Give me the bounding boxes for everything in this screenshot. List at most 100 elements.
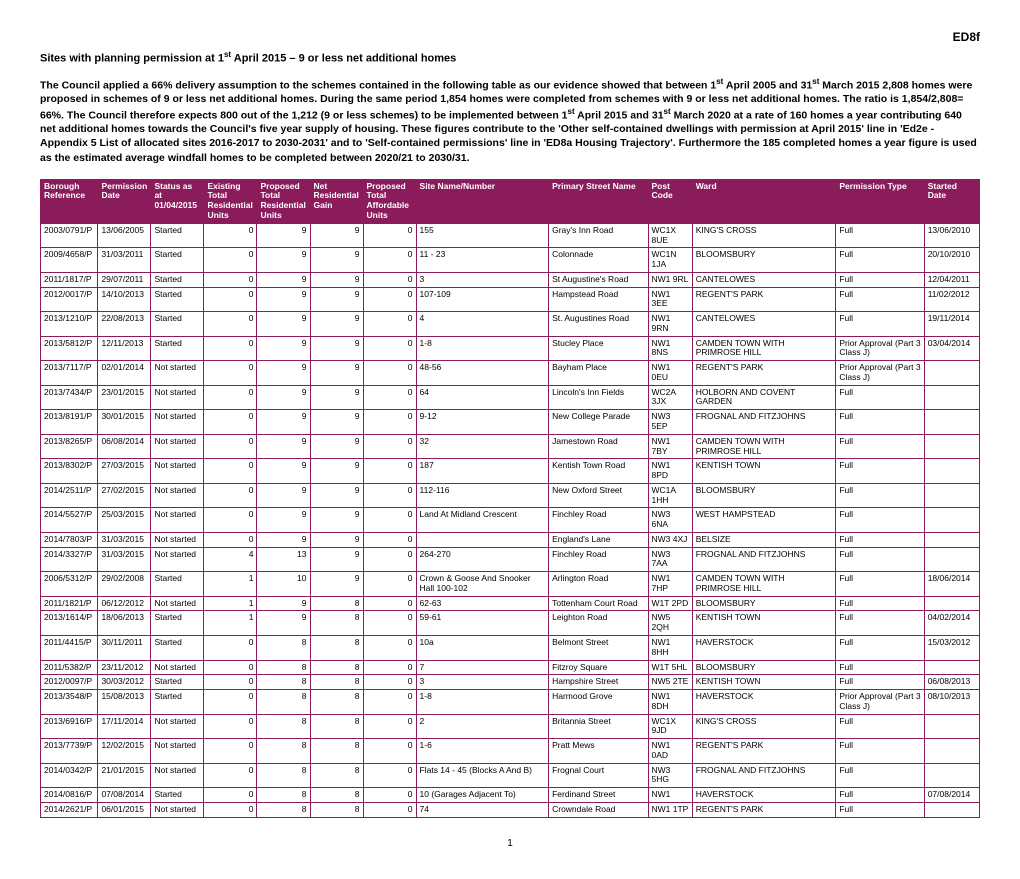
table-cell [924, 596, 979, 611]
table-cell: 2014/0342/P [41, 763, 98, 788]
table-cell: BLOOMSBURY [692, 596, 836, 611]
table-cell: Started [151, 572, 204, 597]
table-cell: 2013/7739/P [41, 739, 98, 764]
table-cell: 9-12 [416, 410, 549, 435]
table-cell: CAMDEN TOWN WITH PRIMROSE HILL [692, 434, 836, 459]
table-cell: 9 [257, 410, 310, 435]
table-cell: REGENT'S PARK [692, 287, 836, 312]
table-cell: Flats 14 - 45 (Blocks A And B) [416, 763, 549, 788]
table-cell: Full [836, 572, 924, 597]
table-cell: 31/03/2015 [98, 532, 151, 547]
table-cell: NW3 7AA [648, 547, 692, 572]
table-cell: 8 [257, 714, 310, 739]
table-cell: HOLBORN AND COVENT GARDEN [692, 385, 836, 410]
table-cell: 0 [204, 361, 257, 386]
table-cell: NW1 3EE [648, 287, 692, 312]
column-header: Primary Street Name [549, 179, 648, 223]
table-row: 2012/0097/P30/03/2012Started08803Hampshi… [41, 675, 980, 690]
table-row: 2011/1821/P06/12/2012Not started198062-6… [41, 596, 980, 611]
table-cell: 0 [363, 361, 416, 386]
table-cell [924, 763, 979, 788]
table-cell: 15/08/2013 [98, 690, 151, 715]
table-cell: 9 [310, 459, 363, 484]
table-cell: Full [836, 410, 924, 435]
table-cell: 0 [363, 611, 416, 636]
table-cell: 0 [204, 434, 257, 459]
table-row: 2013/1210/P22/08/2013Started09904St. Aug… [41, 312, 980, 337]
table-cell: 0 [363, 636, 416, 661]
table-cell: 17/11/2014 [98, 714, 151, 739]
table-cell: 9 [257, 532, 310, 547]
table-cell: 0 [204, 312, 257, 337]
table-cell: Full [836, 459, 924, 484]
table-cell: Started [151, 611, 204, 636]
table-cell: 9 [310, 287, 363, 312]
table-cell: Full [836, 675, 924, 690]
table-cell: NW1 8DH [648, 690, 692, 715]
table-cell: 29/02/2008 [98, 572, 151, 597]
table-cell: 9 [257, 361, 310, 386]
table-cell: Not started [151, 483, 204, 508]
table-cell: 0 [204, 763, 257, 788]
column-header: Permission Date [98, 179, 151, 223]
table-cell: 9 [257, 508, 310, 533]
table-cell: 9 [310, 336, 363, 361]
table-row: 2014/0816/P07/08/2014Started088010 (Gara… [41, 788, 980, 803]
table-row: 2011/1817/P29/07/2011Started09903St Augu… [41, 272, 980, 287]
table-cell: NW1 7HP [648, 572, 692, 597]
table-row: 2013/5812/P12/11/2013Started09901-8Stucl… [41, 336, 980, 361]
table-row: 2003/0791/P13/06/2005Started0990155Gray'… [41, 223, 980, 248]
table-cell: 12/02/2015 [98, 739, 151, 764]
table-cell: Gray's Inn Road [549, 223, 648, 248]
table-cell: Not started [151, 547, 204, 572]
table-row: 2012/0017/P14/10/2013Started0990107-109H… [41, 287, 980, 312]
table-cell: Not started [151, 385, 204, 410]
table-cell: 19/11/2014 [924, 312, 979, 337]
table-cell: 0 [363, 660, 416, 675]
column-header: Status as at 01/04/2015 [151, 179, 204, 223]
table-cell: 06/01/2015 [98, 802, 151, 817]
table-cell: Not started [151, 410, 204, 435]
table-cell: 0 [363, 385, 416, 410]
table-cell: 8 [310, 675, 363, 690]
table-cell: Full [836, 508, 924, 533]
table-cell: 1 [204, 596, 257, 611]
table-cell: NW1 0EU [648, 361, 692, 386]
planning-permission-table: Borough ReferencePermission DateStatus a… [40, 179, 980, 818]
table-cell: 9 [310, 312, 363, 337]
table-cell: Not started [151, 739, 204, 764]
table-cell: NW1 8NS [648, 336, 692, 361]
table-cell: 7 [416, 660, 549, 675]
table-header-row: Borough ReferencePermission DateStatus a… [41, 179, 980, 223]
table-cell: Started [151, 287, 204, 312]
table-cell: Frognal Court [549, 763, 648, 788]
table-cell: 0 [363, 714, 416, 739]
table-cell: 0 [363, 459, 416, 484]
table-cell: 9 [310, 272, 363, 287]
table-cell: CAMDEN TOWN WITH PRIMROSE HILL [692, 336, 836, 361]
table-cell: 9 [257, 611, 310, 636]
table-cell: Ferdinand Street [549, 788, 648, 803]
table-cell: 2014/0816/P [41, 788, 98, 803]
table-cell: NW1 0AD [648, 739, 692, 764]
table-cell: Full [836, 385, 924, 410]
table-cell: 8 [310, 596, 363, 611]
table-cell: 15/03/2012 [924, 636, 979, 661]
table-cell: WC1A 1HH [648, 483, 692, 508]
table-cell: Full [836, 739, 924, 764]
table-cell: 0 [204, 483, 257, 508]
doc-code: ED8f [40, 30, 980, 44]
table-row: 2011/5382/P23/11/2012Not started08807Fit… [41, 660, 980, 675]
table-cell: 2013/1614/P [41, 611, 98, 636]
table-cell: HAVERSTOCK [692, 788, 836, 803]
table-cell: 1 [204, 611, 257, 636]
table-cell: 0 [363, 596, 416, 611]
table-cell: 0 [204, 788, 257, 803]
table-cell: 2011/1821/P [41, 596, 98, 611]
table-cell: Finchley Road [549, 547, 648, 572]
table-cell: 9 [257, 459, 310, 484]
table-cell: 9 [310, 248, 363, 273]
table-cell: Full [836, 714, 924, 739]
table-cell: 155 [416, 223, 549, 248]
table-cell: Started [151, 223, 204, 248]
